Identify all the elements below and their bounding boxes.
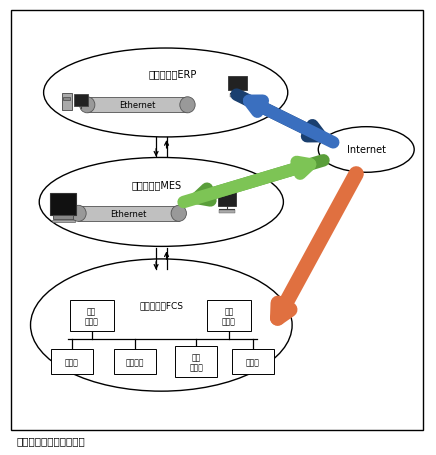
Text: Internet: Internet [347, 145, 386, 155]
Text: 企业网络系统的层次结构: 企业网络系统的层次结构 [17, 435, 85, 445]
Text: 温度
变送器: 温度 变送器 [222, 307, 236, 326]
Text: 调节阀: 调节阀 [246, 357, 260, 366]
FancyBboxPatch shape [232, 349, 274, 374]
Circle shape [180, 97, 195, 114]
Text: 现场控制层FCS: 现场控制层FCS [140, 300, 183, 309]
FancyBboxPatch shape [207, 301, 251, 332]
Text: 调节阀: 调节阀 [65, 357, 79, 366]
FancyBboxPatch shape [51, 349, 93, 374]
Bar [50, 193, 76, 216]
Bar [63, 98, 70, 101]
Bar [219, 211, 235, 213]
FancyBboxPatch shape [175, 346, 217, 377]
Circle shape [79, 97, 95, 114]
Bar [62, 94, 72, 111]
Bar [218, 193, 236, 207]
Bar [53, 216, 73, 219]
Text: 温度
变送器: 温度 变送器 [85, 307, 99, 326]
Text: 制造执行层MES: 制造执行层MES [132, 179, 182, 189]
Text: Ethernet: Ethernet [110, 209, 147, 218]
Text: 控制网络: 控制网络 [126, 357, 144, 366]
Text: 温度
变送器: 温度 变送器 [189, 352, 203, 371]
Bar [230, 95, 245, 97]
FancyBboxPatch shape [114, 349, 156, 374]
Circle shape [171, 206, 187, 222]
FancyBboxPatch shape [87, 98, 187, 113]
Text: Ethernet: Ethernet [119, 101, 156, 110]
Circle shape [71, 206, 86, 222]
Text: 资源规划层ERP: 资源规划层ERP [148, 69, 196, 79]
Bar [51, 220, 75, 222]
Bar [228, 77, 247, 91]
FancyBboxPatch shape [78, 207, 179, 221]
FancyBboxPatch shape [69, 301, 113, 332]
Bar [74, 95, 88, 107]
